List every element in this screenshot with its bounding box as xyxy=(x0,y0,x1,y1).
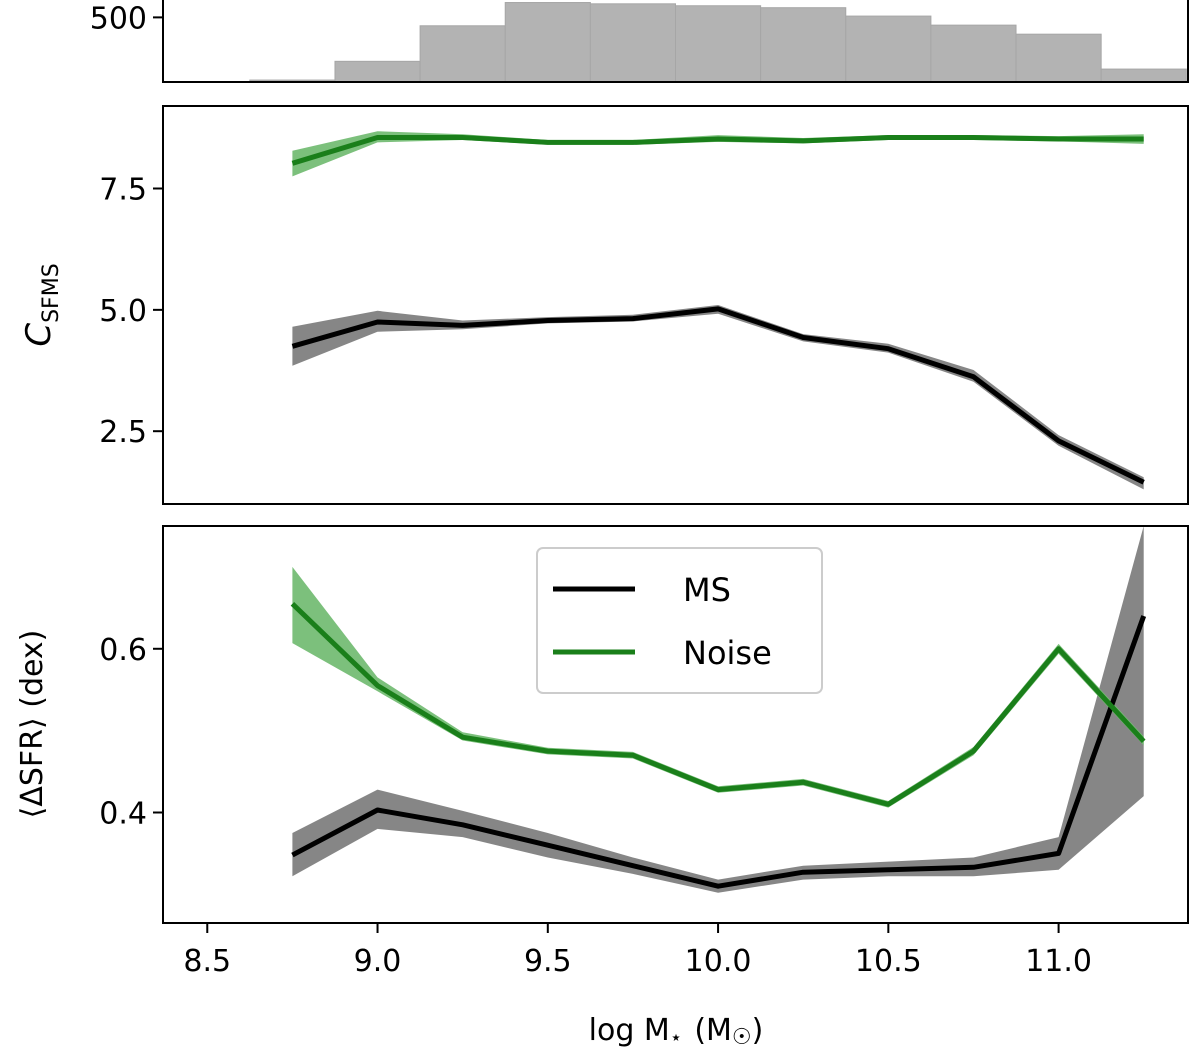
delta-sfr-x-ticks: 8.5 9.0 9.5 10.0 10.5 11.0 xyxy=(183,923,1092,979)
histogram-bar xyxy=(930,24,1017,83)
delta-sfr-y-ticks: 0.4 0.6 xyxy=(99,633,163,831)
c-sfms-ms-line xyxy=(291,306,1145,485)
legend-box xyxy=(536,547,823,694)
legend: MS Noise xyxy=(536,547,823,694)
delta-sfr-bands xyxy=(292,526,1144,893)
histogram-y-ticks: 500 xyxy=(90,1,163,36)
c-sfms-y-tick-label: 2.5 xyxy=(99,415,147,450)
x-label-prefix: log M xyxy=(589,1013,670,1048)
histogram-bars xyxy=(249,2,1187,83)
x-label-close: ) xyxy=(752,1013,764,1048)
c-sfms-noise-line xyxy=(291,135,1144,166)
delta-sfr-ms-line xyxy=(291,615,1147,889)
histogram-bar xyxy=(760,7,847,83)
delta-sfr-ms-band xyxy=(292,526,1144,893)
histogram-y-tick-label: 500 xyxy=(90,1,147,36)
c-sfms-frame xyxy=(162,105,1189,505)
x-label-star: ⋆ xyxy=(670,1025,683,1049)
x-tick-label: 9.0 xyxy=(354,944,402,979)
histogram-frame xyxy=(162,0,1189,83)
c-sfms-y-tick-label: 7.5 xyxy=(99,173,147,208)
delta-sfr-y-tick-label: 0.4 xyxy=(99,796,147,831)
x-tick-label: 8.5 xyxy=(183,944,231,979)
histogram-panel: 500 xyxy=(90,0,1189,83)
c-sfms-ylabel-sub: SFMS xyxy=(39,263,64,323)
x-label-unit: (M xyxy=(694,1013,732,1048)
x-tick-label: 10.5 xyxy=(855,944,922,979)
x-axis-label: log M⋆ (M☉) xyxy=(589,1013,764,1050)
delta-sfr-panel: 0.4 0.6 8.5 9.0 9.5 10.0 10.5 11.0 ⟨ΔSFR⟩ (dex… xyxy=(15,525,1189,1050)
delta-sfr-lines xyxy=(290,601,1147,889)
histogram-bar xyxy=(1015,33,1102,83)
delta-sfr-y-tick-label: 0.6 xyxy=(99,633,147,668)
delta-sfr-y-axis-label: ⟨ΔSFR⟩ (dex) xyxy=(15,630,50,819)
c-sfms-y-axis-label: CSFMS xyxy=(19,263,64,346)
x-tick-label: 11.0 xyxy=(1025,944,1092,979)
histogram-bar xyxy=(589,3,677,83)
c-sfms-lines xyxy=(291,135,1145,485)
c-sfms-y-ticks: 2.5 5.0 7.5 xyxy=(99,173,163,450)
x-tick-label: 10.0 xyxy=(685,944,752,979)
x-tick-label: 9.5 xyxy=(524,944,572,979)
histogram-bar xyxy=(1100,68,1187,83)
histogram-bar xyxy=(845,15,932,83)
delta-sfr-noise-band xyxy=(292,566,1144,808)
histogram-bar xyxy=(419,25,506,83)
legend-ms-label: MS xyxy=(683,571,731,609)
legend-noise-label: Noise xyxy=(683,634,772,672)
histogram-bar xyxy=(675,5,762,83)
histogram-bar xyxy=(334,60,421,83)
delta-sfr-frame xyxy=(162,525,1189,924)
c-sfms-ms-band xyxy=(292,305,1144,490)
histogram-bar xyxy=(504,2,591,83)
c-sfms-ylabel-main: C xyxy=(19,323,59,347)
x-label-sun: ☉ xyxy=(732,1025,752,1050)
c-sfms-y-tick-label: 5.0 xyxy=(99,294,147,329)
c-sfms-panel: 2.5 5.0 7.5 CSFMS xyxy=(19,105,1189,505)
delta-sfr-noise-line xyxy=(290,601,1146,807)
